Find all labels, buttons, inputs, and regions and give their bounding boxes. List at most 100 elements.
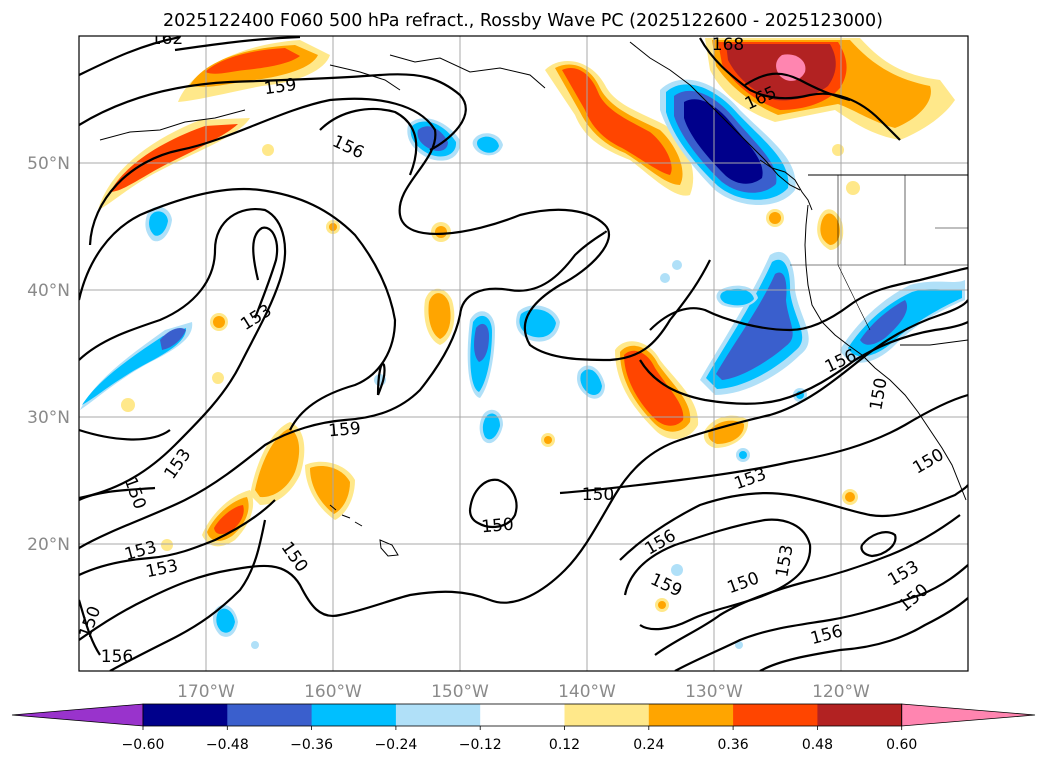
hawaii-islands xyxy=(329,504,399,557)
anomaly-region xyxy=(820,213,840,245)
anomaly-region xyxy=(624,350,684,426)
anomaly-spot xyxy=(251,641,259,649)
state-border xyxy=(790,175,968,331)
contour-line xyxy=(649,266,968,332)
anomaly-region xyxy=(708,420,745,444)
lat-label: 50°N xyxy=(27,154,70,174)
colorbar-segment xyxy=(564,704,650,726)
alaska-panhandle-coastline xyxy=(629,41,801,191)
contour-line xyxy=(79,36,181,76)
colorbar-tick-label: −0.48 xyxy=(206,737,249,753)
anomaly-spot xyxy=(213,316,225,328)
contour-line xyxy=(759,597,968,671)
anomaly-spot xyxy=(832,144,844,156)
colorbar-tick-label: 0.12 xyxy=(549,737,580,753)
colorbar-tick-label: 0.60 xyxy=(886,737,917,753)
anomaly-spot xyxy=(658,601,666,609)
contour-label: 168 xyxy=(712,35,744,55)
anomaly-spot xyxy=(435,226,447,238)
contour-line xyxy=(639,321,968,405)
colorbar-tick-label: 0.48 xyxy=(802,737,833,753)
colorbar-tick-label: −0.60 xyxy=(122,737,165,753)
anomaly-spot xyxy=(672,260,682,270)
contour-line xyxy=(860,531,897,558)
colorbar-segment xyxy=(143,704,228,726)
anomaly-region xyxy=(149,211,168,236)
lon-label: 130°W xyxy=(685,682,743,702)
colorbar-tick-label: −0.24 xyxy=(374,737,417,753)
contour-line xyxy=(744,72,851,102)
contour-line xyxy=(674,564,968,671)
anomaly-region xyxy=(720,288,754,306)
anomaly-spot xyxy=(262,144,274,156)
longitude-labels: 170°W 160°W 150°W 140°W 130°W 120°W xyxy=(177,682,870,702)
contour-line xyxy=(79,428,171,441)
anomaly-region xyxy=(255,428,300,498)
anomaly-region xyxy=(160,328,186,350)
colorbar-segment xyxy=(648,704,734,726)
colorbar-segment xyxy=(733,704,818,726)
anomaly-spot xyxy=(671,564,683,576)
contour-line xyxy=(79,299,968,641)
latitude-labels: 50°N 40°N 30°N 20°N xyxy=(27,154,70,555)
colorbar-tick-label: −0.36 xyxy=(290,737,333,753)
lon-label: 120°W xyxy=(812,682,870,702)
colorbar-tick-label: 0.24 xyxy=(633,737,664,753)
contour-line xyxy=(79,230,607,549)
colorbar-segment xyxy=(311,704,397,726)
map-title: 2025122400 F060 500 hPa refract., Rossby… xyxy=(163,11,883,31)
anomaly-spot xyxy=(845,492,855,502)
contour-line xyxy=(468,478,518,529)
colorbar-segment xyxy=(395,704,481,726)
anomaly-region xyxy=(519,309,556,338)
us-mexico-border xyxy=(900,339,968,346)
contour-line xyxy=(79,499,276,576)
anomaly-region xyxy=(214,505,244,535)
contour-line xyxy=(79,187,397,431)
map-frame xyxy=(78,35,969,672)
contour-line xyxy=(623,518,812,631)
anomaly-region xyxy=(205,48,300,74)
anomaly-region xyxy=(562,68,672,175)
anomaly-region xyxy=(477,136,499,153)
contour-line xyxy=(79,73,467,151)
anomaly-spot xyxy=(161,539,173,551)
lat-label: 20°N xyxy=(27,535,70,555)
colorbar-extend-low xyxy=(11,703,144,727)
contour-line xyxy=(79,207,287,500)
contour-label: 150 xyxy=(582,485,614,505)
contour-label: 159 xyxy=(263,75,298,99)
contour-label: 159 xyxy=(328,419,362,442)
contour-line xyxy=(619,484,968,561)
anomaly-spot xyxy=(735,641,743,649)
lon-label: 170°W xyxy=(177,682,235,702)
anomaly-spot xyxy=(660,273,670,283)
contour-line xyxy=(109,519,267,671)
contour-line xyxy=(654,514,961,656)
colorbar-segment xyxy=(480,704,565,726)
anomaly-region xyxy=(482,413,500,440)
colorbar-extend-high xyxy=(901,703,1036,727)
contour-line xyxy=(88,97,711,362)
contour-line xyxy=(559,393,968,495)
colorbar-segment xyxy=(227,704,313,726)
anomaly-spot xyxy=(121,398,135,412)
graticule xyxy=(79,36,968,671)
lat-label: 30°N xyxy=(27,408,70,428)
lon-label: 160°W xyxy=(304,682,362,702)
contour-line xyxy=(319,107,418,176)
contour-line xyxy=(174,36,301,52)
anomaly-region xyxy=(428,293,451,339)
map-background xyxy=(79,36,968,671)
lon-label: 150°W xyxy=(431,682,489,702)
anomaly-region xyxy=(310,465,350,514)
colorbar-tick-label: −0.12 xyxy=(459,737,502,753)
positive-anomaly-regions xyxy=(98,38,955,612)
anomaly-region xyxy=(82,328,187,405)
lat-label: 40°N xyxy=(27,281,70,301)
colorbar-tick-label: 0.36 xyxy=(718,737,749,753)
contour-label: 156 xyxy=(101,647,133,667)
contour-line xyxy=(376,362,386,396)
colorbar: −0.60 −0.48 −0.36 −0.24 −0.12 0.12 0.24 0.36 0.4… xyxy=(11,703,1036,753)
